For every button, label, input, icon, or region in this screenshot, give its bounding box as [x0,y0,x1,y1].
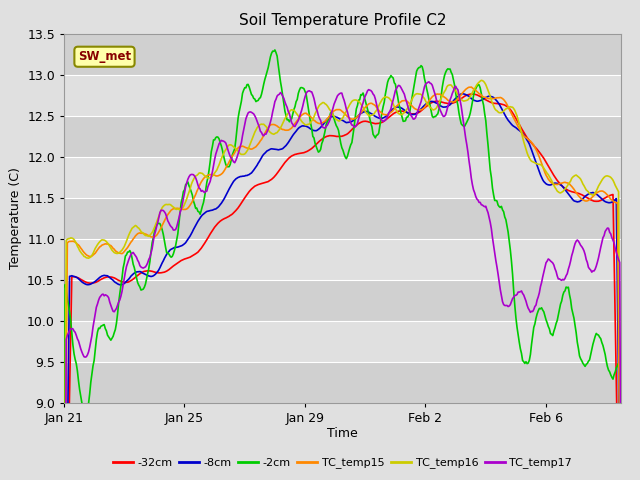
Y-axis label: Temperature (C): Temperature (C) [8,168,22,269]
Bar [64,239,621,280]
Bar [64,280,621,321]
Title: Soil Temperature Profile C2: Soil Temperature Profile C2 [239,13,446,28]
X-axis label: Time: Time [327,427,358,440]
Bar [64,34,621,75]
Text: SW_met: SW_met [78,50,131,63]
Bar [64,362,621,403]
Bar [64,198,621,239]
Legend: -32cm, -8cm, -2cm, TC_temp15, TC_temp16, TC_temp17: -32cm, -8cm, -2cm, TC_temp15, TC_temp16,… [108,453,577,473]
Bar [64,321,621,362]
Bar [64,75,621,116]
Bar [64,157,621,198]
Bar [64,116,621,157]
